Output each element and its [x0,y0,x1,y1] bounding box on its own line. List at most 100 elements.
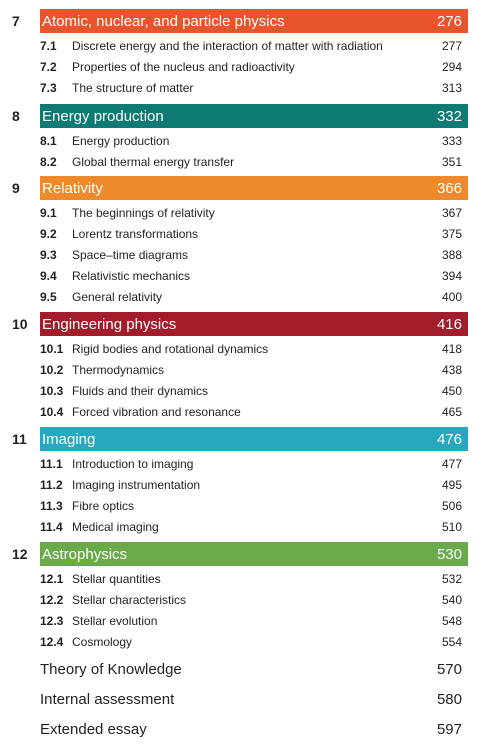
section-entry[interactable]: 10.4 Forced vibration and resonance 465 [0,401,491,422]
section-entry[interactable]: 7.1 Discrete energy and the interaction o… [0,35,491,56]
section-entry[interactable]: 9.2 Lorentz transformations 375 [0,223,491,244]
section-page-number: 394 [441,268,462,283]
section-number: 11.1 [40,456,63,471]
section-entry[interactable]: 12.1 Stellar quantities 532 [0,568,491,589]
section-page-number: 333 [441,133,462,148]
appendix-entry[interactable]: Theory of Knowledge 570 [0,654,491,684]
section-page-number: 465 [441,404,462,419]
section-entry[interactable]: 7.2 Properties of the nucleus and radioac… [0,56,491,77]
section-page-number: 351 [441,154,462,169]
chapter-page-number: 530 [436,545,462,563]
section-page-number: 375 [441,226,462,241]
chapter-title: Relativity [42,179,103,197]
chapter-block: 11 Imaging 476 11.1 Introduction to imaging 4… [0,427,491,537]
section-page-number: 554 [441,634,462,649]
section-title: Discrete energy and the interaction of m… [72,38,383,53]
chapter-title-bar: Astrophysics 530 [40,542,468,566]
section-title: Cosmology [72,634,133,649]
section-page-number: 495 [441,477,462,492]
section-entry[interactable]: 11.1 Introduction to imaging 477 [0,453,491,474]
chapter-number: 10 [12,316,28,332]
section-page-number: 418 [441,341,462,356]
section-number: 8.1 [40,133,57,148]
section-number: 11.4 [40,519,63,534]
section-title: Space–time diagrams [72,247,189,262]
section-page-number: 477 [441,456,462,471]
section-number: 12.1 [40,571,64,586]
section-entry[interactable]: 9.4 Relativistic mechanics 394 [0,265,491,286]
section-number: 10.2 [40,362,64,377]
section-page-number: 510 [441,519,462,534]
section-entry[interactable]: 10.1 Rigid bodies and rotational dynamics… [0,338,491,359]
section-entry[interactable]: 9.1 The beginnings of relativity 367 [0,202,491,223]
section-entry[interactable]: 12.4 Cosmology 554 [0,631,491,652]
section-entry[interactable]: 9.5 General relativity 400 [0,286,491,307]
section-list: 10.1 Rigid bodies and rotational dynamics… [0,338,491,422]
section-number: 10.1 [40,341,64,356]
chapter-heading[interactable]: 9 Relativity 366 [0,176,491,200]
section-page-number: 540 [441,592,462,607]
section-page-number: 438 [441,362,462,377]
appendix-title: Internal assessment [40,690,175,708]
section-page-number: 277 [441,38,462,53]
appendix-title: Theory of Knowledge [40,660,182,678]
section-entry[interactable]: 12.3 Stellar evolution 548 [0,610,491,631]
section-title: Introduction to imaging [72,456,194,471]
section-page-number: 548 [441,613,462,628]
section-title: Medical imaging [72,519,159,534]
chapter-title-bar: Atomic, nuclear, and particle physics 276 [40,9,468,33]
section-entry[interactable]: 8.2 Global thermal energy transfer 351 [0,151,491,172]
chapter-title-bar: Energy production 332 [40,104,468,128]
section-entry[interactable]: 11.2 Imaging instrumentation 495 [0,474,491,495]
chapter-page-number: 276 [436,12,462,30]
chapter-number: 7 [12,13,20,29]
section-number: 7.2 [40,59,57,74]
chapter-heading[interactable]: 11 Imaging 476 [0,427,491,451]
section-number: 10.3 [40,383,64,398]
chapter-block: 10 Engineering physics 416 10.1 Rigid bodies… [0,312,491,422]
chapter-title-bar: Imaging 476 [40,427,468,451]
chapter-page-number: 332 [436,107,462,125]
appendix-page-number: 580 [436,690,462,708]
section-entry[interactable]: 7.3 The structure of matter 313 [0,77,491,98]
section-title: Forced vibration and resonance [72,404,241,419]
section-page-number: 532 [441,571,462,586]
chapter-title-bar: Relativity 366 [40,176,468,200]
chapter-title: Atomic, nuclear, and particle physics [42,12,285,30]
chapter-heading[interactable]: 12 Astrophysics 530 [0,542,491,566]
section-number: 10.4 [40,404,64,419]
chapter-page-number: 416 [436,315,462,333]
section-number: 11.3 [40,498,63,513]
appendix-entry[interactable]: Internal assessment 580 [0,684,491,714]
section-title: Imaging instrumentation [72,477,201,492]
section-entry[interactable]: 9.3 Space–time diagrams 388 [0,244,491,265]
chapter-heading[interactable]: 8 Energy production 332 [0,104,491,128]
chapter-block: 8 Energy production 332 8.1 Energy productio… [0,104,491,172]
section-number: 12.3 [40,613,64,628]
section-number: 12.4 [40,634,64,649]
section-page-number: 388 [441,247,462,262]
chapter-block: 9 Relativity 366 9.1 The beginnings of relat… [0,176,491,307]
chapter-heading[interactable]: 10 Engineering physics 416 [0,312,491,336]
section-title: Stellar characteristics [72,592,187,607]
section-number: 7.3 [40,80,57,95]
appendix-title: Extended essay [40,720,147,738]
section-title: The beginnings of relativity [72,205,215,220]
section-entry[interactable]: 8.1 Energy production 333 [0,130,491,151]
section-entry[interactable]: 10.3 Fluids and their dynamics 450 [0,380,491,401]
section-entry[interactable]: 10.2 Thermodynamics 438 [0,359,491,380]
appendix-entry[interactable]: Extended essay 597 [0,714,491,744]
section-entry[interactable]: 11.4 Medical imaging 510 [0,516,491,537]
appendix-page-number: 570 [436,660,462,678]
section-title: Properties of the nucleus and radioactiv… [72,59,295,74]
section-number: 9.5 [40,289,57,304]
chapter-block: 12 Astrophysics 530 12.1 Stellar quantities 5… [0,542,491,652]
section-page-number: 367 [441,205,462,220]
section-title: Lorentz transformations [72,226,199,241]
section-entry[interactable]: 12.2 Stellar characteristics 540 [0,589,491,610]
chapter-title: Energy production [42,107,164,125]
section-entry[interactable]: 11.3 Fibre optics 506 [0,495,491,516]
chapter-number: 8 [12,108,20,124]
chapter-title: Engineering physics [42,315,177,333]
chapter-heading[interactable]: 7 Atomic, nuclear, and particle physics 27… [0,9,491,33]
